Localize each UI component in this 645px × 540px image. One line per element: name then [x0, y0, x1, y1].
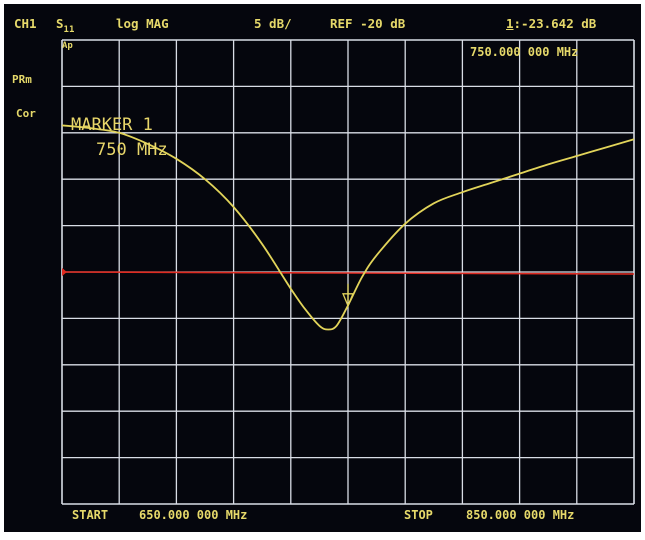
marker-frequency: 750.000 000 MHz: [470, 45, 579, 59]
marker-group: [342, 283, 354, 308]
parameter-sub: 11: [63, 25, 75, 35]
graticule: [61, 39, 635, 505]
trace-group: [61, 124, 635, 331]
channel-label: CH1: [14, 16, 37, 31]
prm-label: PRm: [12, 73, 32, 86]
parameter-main: S: [56, 16, 64, 31]
start-value: 650.000 000 MHz: [139, 508, 248, 522]
format-label: log MAG: [116, 16, 169, 31]
reference-position-marker: [62, 268, 67, 276]
marker-annotation-freq: 750 MHz: [96, 140, 168, 160]
trace-line: [61, 124, 635, 331]
start-label: START: [72, 508, 109, 522]
marker-index: 1: [506, 16, 514, 31]
stop-value: 850.000 000 MHz: [466, 508, 575, 522]
marker-value: :-23.642 dB: [513, 16, 597, 31]
scale-label: 5 dB/: [254, 16, 292, 31]
analyzer-screen: CH1 S11 log MAG 5 dB/ REF -20 dB 1:-23.6…: [4, 4, 641, 532]
parameter-label: S11: [56, 16, 74, 34]
reference-line-group: [61, 268, 635, 276]
reference-label: REF -20 dB: [330, 16, 406, 31]
cor-label: Cor: [16, 107, 36, 120]
marker-readout: 1:-23.642 dB: [506, 16, 597, 31]
trace-plot: [61, 39, 635, 505]
ap-label: Ap: [62, 41, 73, 51]
stop-label: STOP: [404, 508, 433, 522]
reference-line: [61, 271, 635, 275]
marker-annotation-title: MARKER 1: [71, 115, 153, 135]
